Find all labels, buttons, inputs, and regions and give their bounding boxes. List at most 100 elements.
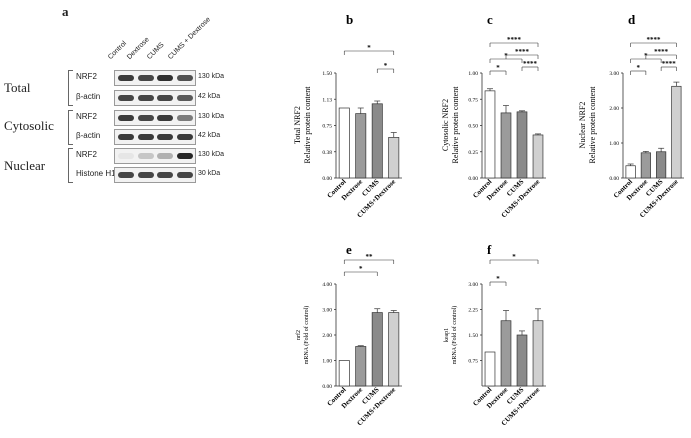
- blot-band: [157, 134, 173, 140]
- bar: [500, 320, 512, 387]
- blot-band: [137, 153, 154, 159]
- y-axis-label: Total NRF2: [293, 106, 302, 144]
- bar: [388, 137, 400, 179]
- y-axis-label: nrf2: [295, 330, 302, 340]
- bar: [484, 351, 496, 387]
- band-label: NRF2: [76, 112, 97, 121]
- sig-label: *: [496, 275, 500, 283]
- western-blot: Control Dextrose CUMS CUMS + Dextrose Total N…: [0, 0, 260, 200]
- kda-label: 42 kDa: [198, 132, 221, 139]
- bar: [355, 113, 367, 179]
- y-axis-label: Cytosolic NRF2: [441, 99, 450, 151]
- bar: [640, 152, 651, 179]
- bar: [388, 312, 400, 387]
- blot-band: [157, 115, 173, 121]
- section-bracket: [68, 110, 73, 145]
- bar: [338, 360, 350, 387]
- band-label: β-actin: [76, 131, 101, 140]
- band-label: β-actin: [76, 92, 101, 101]
- y-tick-label: 1.00: [468, 71, 478, 77]
- panel-letter-c: c: [487, 12, 493, 27]
- blot-band: [118, 134, 134, 140]
- sig-label: ****: [523, 60, 538, 68]
- bar: [338, 107, 350, 179]
- blot-band: [137, 75, 154, 81]
- blot-band: [157, 95, 173, 101]
- blot-band: [118, 153, 134, 159]
- bar: [532, 134, 544, 179]
- band-label: NRF2: [76, 72, 97, 81]
- bar: [484, 90, 496, 179]
- blot-band: [157, 75, 173, 81]
- bar: [516, 111, 528, 179]
- y-tick-label: 0.00: [468, 176, 478, 182]
- y-axis-label: mRNA (Fold of control): [303, 306, 310, 365]
- y-axis-label: Relative protein content: [303, 86, 312, 164]
- blot-section-label: Total: [4, 80, 31, 95]
- y-tick-label: 0.75: [468, 97, 478, 103]
- sig-label: *: [512, 253, 516, 261]
- bar: [371, 103, 383, 179]
- sig-label: ****: [515, 48, 530, 56]
- blot-band: [176, 153, 193, 159]
- sig-label: *: [359, 265, 363, 273]
- blot-band: [137, 115, 154, 121]
- blot-band: [118, 95, 134, 101]
- section-bracket: [68, 148, 73, 183]
- blot-strip: [114, 167, 196, 183]
- kda-label: 42 kDa: [198, 93, 221, 100]
- sig-label: *: [384, 62, 388, 70]
- panel-letter-e: e: [346, 242, 352, 257]
- y-tick-label: 0.25: [468, 150, 478, 156]
- sig-label: *: [496, 64, 500, 72]
- blot-band: [176, 75, 193, 81]
- sig-label: ****: [662, 60, 677, 68]
- blot-band: [118, 115, 134, 121]
- blot-band: [176, 95, 193, 101]
- blot-band: [157, 172, 173, 178]
- y-axis-label: Relative protein content: [451, 86, 460, 164]
- blot-section-label: Nuclear: [4, 158, 46, 173]
- y-axis-label: Relative protein content: [588, 86, 597, 164]
- y-axis-label: mRNA (Fold of control): [451, 306, 458, 365]
- blot-band: [118, 172, 134, 178]
- panel-letter-d: d: [628, 12, 636, 27]
- y-tick-label: 2.25: [468, 308, 478, 314]
- bar: [516, 334, 528, 387]
- y-tick-label: 0.75: [468, 359, 478, 365]
- bar: [656, 151, 667, 179]
- y-tick-label: 3.00: [322, 308, 332, 314]
- blot-strip: [114, 129, 196, 145]
- y-axis-label: Nuclear NRF2: [578, 102, 587, 149]
- y-tick-label: 0.75: [322, 124, 332, 130]
- blot-section-label: Cytosolic: [4, 118, 54, 133]
- sig-label: *: [637, 64, 641, 72]
- y-tick-label: 0.00: [322, 384, 332, 390]
- sig-label: ****: [507, 36, 522, 44]
- blot-band: [176, 172, 193, 178]
- blot-strip: [114, 70, 196, 86]
- y-tick-label: 3.00: [468, 282, 478, 288]
- y-tick-label: 0.38: [322, 150, 332, 156]
- blot-band: [176, 134, 193, 140]
- y-tick-label: 3.00: [609, 71, 619, 77]
- bar: [532, 320, 544, 387]
- blot-band: [157, 153, 173, 159]
- blot-band: [118, 75, 134, 81]
- sig-label: **: [366, 253, 374, 261]
- panel-letter-b: b: [346, 12, 353, 27]
- kda-label: 130 kDa: [198, 151, 225, 158]
- y-tick-label: 0.50: [468, 124, 478, 130]
- panel-letter-f: f: [487, 242, 492, 257]
- y-tick-label: 0.00: [609, 176, 619, 182]
- blot-band: [137, 134, 154, 140]
- y-tick-label: 2.00: [322, 333, 332, 339]
- bar: [625, 165, 636, 179]
- y-tick-label: 1.50: [468, 333, 478, 339]
- y-tick-label: 4.00: [322, 282, 332, 288]
- bar: [371, 312, 383, 387]
- section-bracket: [68, 70, 73, 106]
- kda-label: 30 kDa: [198, 170, 221, 177]
- y-tick-label: 0.00: [322, 176, 332, 182]
